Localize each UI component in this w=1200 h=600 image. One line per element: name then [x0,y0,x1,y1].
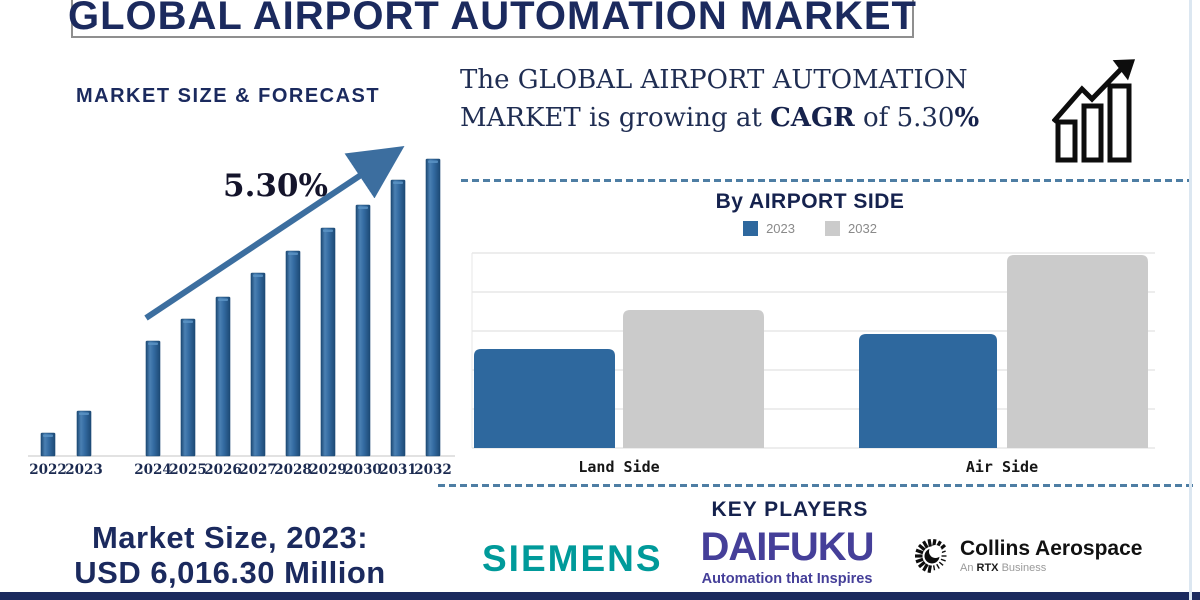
market-size-callout: Market Size, 2023: USD 6,016.30 Million [5,520,455,590]
daifuku-logo: DAIFUKU Automation that Inspires [686,527,888,587]
svg-text:Land Side: Land Side [578,458,659,476]
main-title-banner: GLOBAL AIRPORT AUTOMATION MARKET [68,0,917,38]
svg-text:2027: 2027 [239,462,277,478]
headline-cagr-bold: CAGR [770,102,855,133]
svg-text:2026: 2026 [204,462,242,478]
svg-text:Air Side: Air Side [966,458,1038,476]
legend-swatch [825,221,840,236]
legend-label: 2023 [766,221,795,236]
collins-starburst-icon [915,538,947,574]
growth-trend-arrow [144,146,405,321]
growth-chart-icon [1052,59,1136,163]
collins-aerospace-logo: Collins Aerospace An RTX Business [912,533,1142,577]
legend-label: 2032 [848,221,877,236]
market-size-line1: Market Size, 2023: [91,520,369,555]
legend-item-2032: 2032 [825,221,877,236]
svg-text:2028: 2028 [274,462,312,478]
collins-sub-suffix: Business [998,561,1047,574]
collins-sub-bold: RTX [976,561,999,574]
daifuku-tagline: Automation that Inspires [701,571,873,587]
legend-swatch [743,221,759,236]
airport-side-legend: 2023 2032 [440,221,1180,236]
siemens-logo: SIEMENS [482,538,663,579]
airport-side-bars [474,255,1148,448]
legend-item-2023: 2023 [743,221,795,236]
collins-rtx-subtext: An RTX Business [960,562,1142,574]
cagr-headline: The GLOBAL AIRPORT AUTOMATION MARKET is … [460,62,1035,137]
airport-side-category-labels: Land Side Air Side [578,458,1038,476]
svg-text:2023: 2023 [65,462,103,478]
market-size-line2: USD 6,016.30 Million [74,555,386,591]
collins-wordmark: Collins Aerospace [960,536,1143,560]
cagr-annotation: 5.30% [223,168,328,204]
bottom-navy-strip [0,592,1200,600]
dashed-divider-bottom [438,484,1195,487]
forecast-bars [40,158,441,457]
svg-text:2022: 2022 [29,462,67,478]
svg-text:2024: 2024 [134,462,172,478]
daifuku-wordmark: DAIFUKU [700,525,875,569]
svg-text:2031: 2031 [379,462,417,478]
right-edge-line [1189,0,1192,600]
svg-text:2029: 2029 [309,462,347,478]
svg-text:2030: 2030 [344,462,382,478]
collins-sub-prefix: An [960,561,977,574]
key-players-heading: KEY PLAYERS [711,498,869,521]
headline-percent-bold: % [954,102,980,133]
headline-text: The GLOBAL AIRPORT AUTOMATION MARKET is … [460,65,968,133]
svg-text:2025: 2025 [169,462,207,478]
airport-side-heading: By AIRPORT SIDE [715,190,905,213]
forecast-section-heading: MARKET SIZE & FORECAST [76,85,381,107]
airport-side-bar-chart: Land Side Air Side [471,252,1155,476]
dashed-divider-top [461,179,1192,182]
page-title: GLOBAL AIRPORT AUTOMATION MARKET [68,0,917,38]
headline-text-2: of 5.30 [854,102,955,133]
svg-text:2032: 2032 [414,462,452,478]
